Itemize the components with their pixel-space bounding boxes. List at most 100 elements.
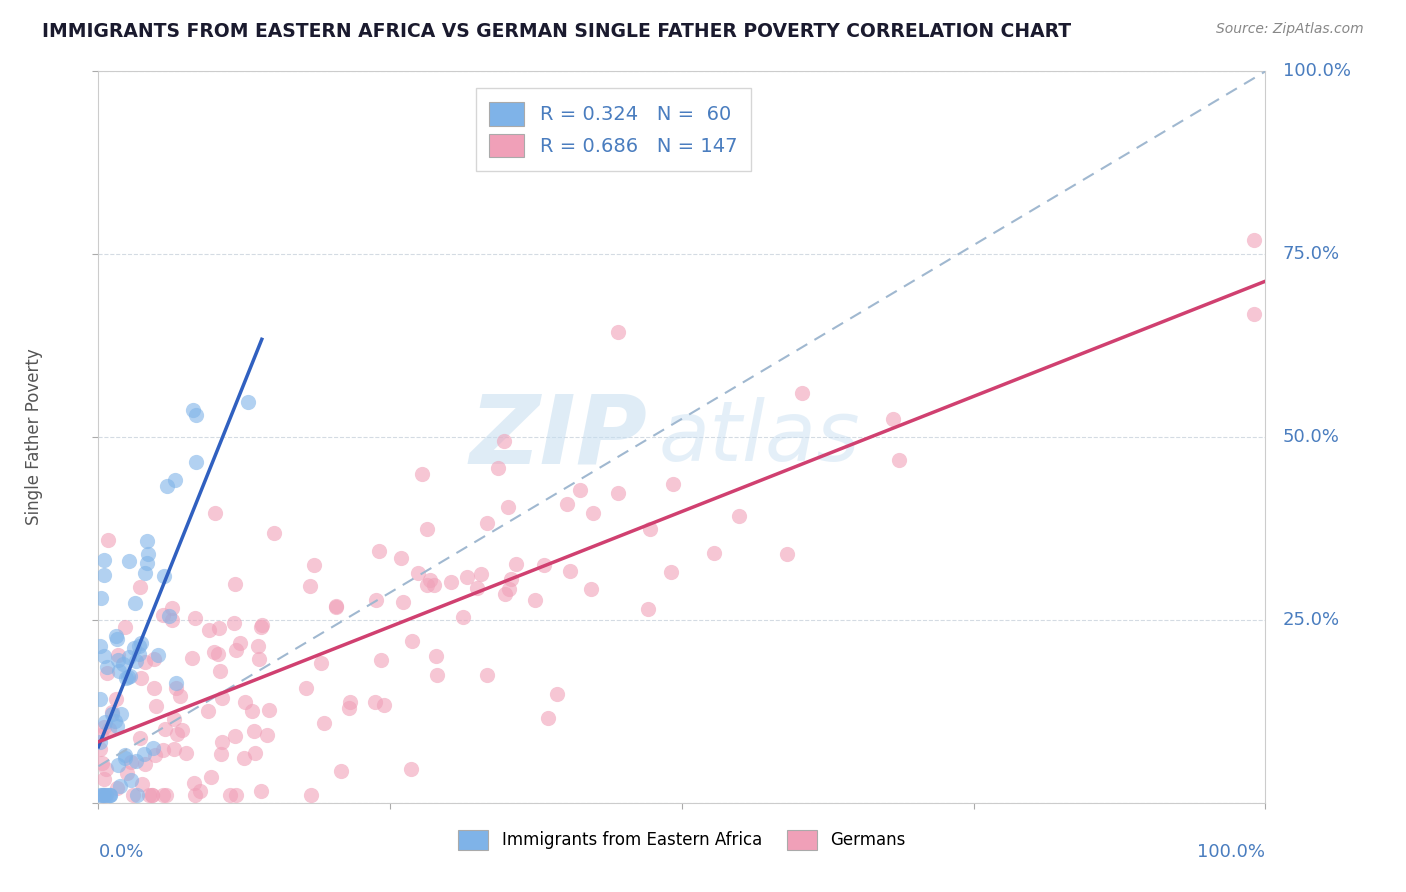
Point [128, 647, 150, 661]
Point [225, 789, 247, 803]
Point [166, 727, 188, 741]
Point [229, 636, 252, 650]
Point [209, 747, 232, 761]
Point [141, 789, 163, 803]
Point [165, 676, 187, 690]
Point [325, 599, 347, 613]
Point [582, 506, 605, 520]
Point [637, 602, 659, 616]
Point [91, 789, 114, 803]
Point [218, 789, 240, 803]
Point [96, 660, 118, 674]
Point [204, 506, 226, 520]
Point [101, 706, 124, 720]
Point [114, 620, 136, 634]
Point [132, 747, 155, 762]
Point [128, 731, 150, 745]
Point [426, 667, 449, 681]
Point [163, 741, 186, 756]
Point [124, 640, 146, 655]
Point [569, 483, 592, 497]
Point [124, 596, 146, 610]
Point [166, 681, 188, 696]
Point [339, 694, 361, 708]
Point [97, 789, 120, 803]
Point [533, 558, 555, 573]
Point [523, 593, 546, 607]
Point [505, 557, 527, 571]
Point [115, 765, 138, 780]
Point [337, 700, 360, 714]
Point [302, 558, 325, 572]
Point [111, 657, 134, 671]
Point [110, 706, 132, 721]
Point [887, 453, 910, 467]
Point [555, 497, 578, 511]
Point [406, 566, 429, 581]
Point [128, 640, 150, 654]
Text: Single Father Poverty: Single Father Poverty [25, 349, 44, 525]
Text: 100.0%: 100.0% [1198, 843, 1265, 861]
Text: Source: ZipAtlas.com: Source: ZipAtlas.com [1216, 22, 1364, 37]
Point [232, 750, 254, 764]
Point [156, 479, 179, 493]
Point [105, 719, 128, 733]
Point [314, 715, 336, 730]
Point [325, 599, 347, 614]
Point [165, 473, 187, 487]
Point [401, 634, 423, 648]
Text: 75.0%: 75.0% [1282, 245, 1340, 263]
Point [89, 735, 111, 749]
Point [94, 789, 117, 803]
Point [145, 698, 167, 713]
Point [184, 611, 207, 625]
Point [153, 722, 176, 736]
Point [329, 764, 352, 778]
Point [546, 687, 568, 701]
Text: ZIP: ZIP [470, 391, 647, 483]
Point [465, 581, 488, 595]
Point [98, 789, 121, 803]
Point [89, 640, 111, 654]
Point [93, 789, 115, 803]
Point [93, 720, 115, 734]
Point [141, 789, 163, 803]
Point [211, 735, 233, 749]
Point [120, 773, 142, 788]
Point [250, 620, 273, 634]
Point [309, 656, 332, 670]
Point [117, 670, 139, 684]
Point [176, 746, 198, 760]
Point [183, 776, 205, 790]
Point [96, 762, 118, 776]
Point [423, 578, 446, 592]
Point [101, 706, 124, 721]
Point [114, 751, 136, 765]
Point [456, 569, 478, 583]
Point [494, 587, 516, 601]
Point [453, 610, 475, 624]
Point [475, 516, 498, 531]
Point [134, 566, 156, 580]
Point [93, 649, 115, 664]
Point [1243, 233, 1265, 247]
Point [131, 777, 153, 791]
Point [494, 434, 516, 448]
Point [118, 669, 141, 683]
Point [181, 403, 204, 417]
Point [558, 564, 581, 578]
Point [882, 411, 904, 425]
Point [209, 664, 232, 678]
Point [1243, 307, 1265, 321]
Point [389, 551, 412, 566]
Point [129, 671, 152, 685]
Point [224, 615, 246, 630]
Point [247, 652, 270, 666]
Point [143, 681, 166, 695]
Point [419, 574, 441, 588]
Text: 25.0%: 25.0% [1282, 611, 1340, 629]
Point [105, 628, 128, 642]
Point [125, 654, 148, 668]
Point [97, 533, 120, 547]
Point [661, 477, 683, 491]
